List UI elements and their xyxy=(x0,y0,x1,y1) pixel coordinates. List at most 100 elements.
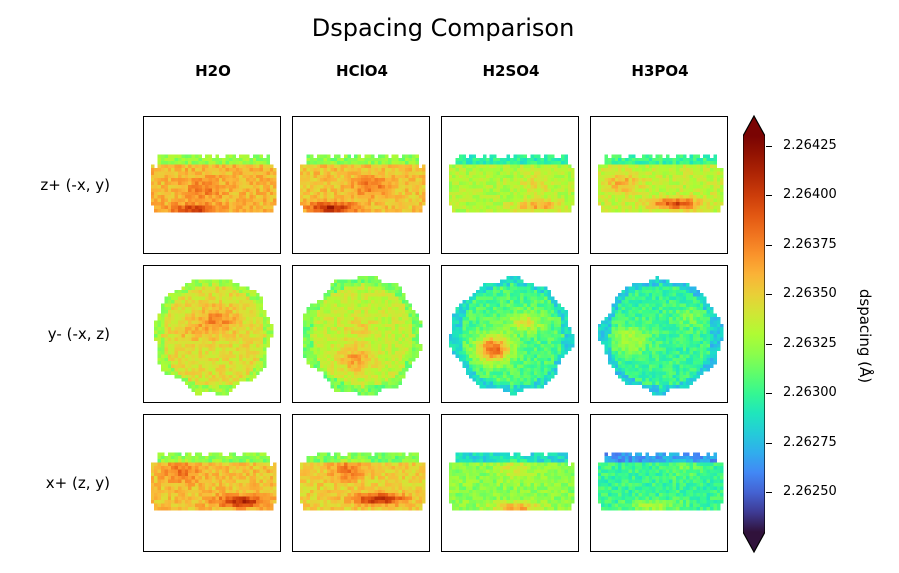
heatmap-cell xyxy=(205,168,209,172)
heatmap-cell xyxy=(303,195,307,199)
heatmap-cell xyxy=(167,344,172,348)
heatmap-cell xyxy=(533,286,538,290)
heatmap-cell xyxy=(242,378,247,382)
heatmap-cell xyxy=(371,195,375,199)
heatmap-cell xyxy=(537,313,541,318)
heatmap-cell xyxy=(374,334,379,338)
heatmap-cell xyxy=(686,174,690,179)
heatmap-cell xyxy=(249,188,253,192)
heatmap-cell xyxy=(191,178,196,182)
heatmap-cell xyxy=(703,202,707,206)
heatmap-cell xyxy=(310,310,314,314)
heatmap-cell xyxy=(212,337,216,341)
heatmap-cell xyxy=(269,327,274,331)
heatmap-cell xyxy=(713,208,717,213)
heatmap-cell xyxy=(601,195,605,199)
heatmap-cell xyxy=(225,337,230,341)
heatmap-cell xyxy=(205,323,209,328)
heatmap-cell xyxy=(564,313,568,318)
heatmap-cell xyxy=(472,320,477,324)
heatmap-cell xyxy=(191,293,196,297)
heatmap-cell xyxy=(229,185,233,189)
heatmap-cell xyxy=(191,357,196,362)
heatmap-cell xyxy=(344,374,348,379)
heatmap-cell xyxy=(520,344,524,348)
heatmap-cell xyxy=(320,178,324,182)
heatmap-cell xyxy=(635,205,639,209)
heatmap-cell xyxy=(239,364,243,369)
heatmap-cell xyxy=(195,195,199,199)
heatmap-cell xyxy=(550,351,555,355)
heatmap-cell xyxy=(320,181,324,186)
heatmap-cell xyxy=(506,174,511,179)
heatmap-cell xyxy=(340,198,345,203)
heatmap-cell xyxy=(601,174,605,179)
heatmap-cell xyxy=(628,174,632,179)
heatmap-cell xyxy=(232,171,236,175)
heatmap-cell xyxy=(330,188,334,192)
heatmap-cell xyxy=(364,313,368,318)
heatmap-cell xyxy=(506,320,511,324)
heatmap-cell xyxy=(232,310,236,314)
heatmap-cell xyxy=(239,168,243,172)
heatmap-cell xyxy=(489,198,494,203)
heatmap-cell xyxy=(367,198,372,203)
heatmap-cell xyxy=(486,164,490,169)
heatmap-cell xyxy=(415,188,419,192)
heatmap-cell xyxy=(696,191,700,196)
heatmap-cell xyxy=(395,306,399,311)
heatmap-cell xyxy=(249,334,253,338)
heatmap-cell xyxy=(361,195,365,199)
heatmap-cell xyxy=(184,300,189,304)
heatmap-cell xyxy=(384,168,389,172)
heatmap-cell xyxy=(496,296,500,301)
heatmap-cell xyxy=(259,361,264,365)
heatmap-cell xyxy=(618,188,622,192)
heatmap-cell xyxy=(361,388,365,392)
heatmap-cell xyxy=(405,351,409,355)
heatmap-cell xyxy=(412,181,416,186)
heatmap-cell xyxy=(472,306,477,311)
heatmap-cell xyxy=(614,198,619,203)
heatmap-cell xyxy=(537,344,541,348)
heatmap-cell xyxy=(462,185,466,189)
heatmap-cell xyxy=(191,374,196,379)
heatmap-cell xyxy=(489,347,494,352)
heatmap-cell xyxy=(191,368,196,372)
heatmap-cell xyxy=(523,330,528,335)
heatmap-cell xyxy=(462,330,466,335)
heatmap-cell xyxy=(408,157,413,162)
heatmap-cell xyxy=(266,323,270,328)
heatmap-cell xyxy=(303,178,307,182)
heatmap-cell xyxy=(374,371,379,375)
heatmap-cell xyxy=(472,310,477,314)
heatmap-cell xyxy=(516,289,521,294)
heatmap-cell xyxy=(506,310,511,314)
heatmap-cell xyxy=(306,330,311,335)
heatmap-cell xyxy=(516,164,521,169)
heatmap-cell xyxy=(655,185,660,189)
heatmap-cell xyxy=(611,191,615,196)
heatmap-cell xyxy=(354,185,358,189)
heatmap-cell xyxy=(371,289,375,294)
heatmap-cell xyxy=(550,205,555,209)
heatmap-cell xyxy=(201,354,206,358)
heatmap-cell xyxy=(618,195,622,199)
heatmap-cell xyxy=(347,279,351,284)
heatmap-cell xyxy=(354,300,358,304)
heatmap-cell xyxy=(388,171,392,175)
heatmap-cell xyxy=(161,351,165,355)
heatmap-cell xyxy=(713,168,717,172)
heatmap-cell xyxy=(476,164,480,169)
heatmap-cell xyxy=(395,351,399,355)
heatmap-cell xyxy=(354,303,358,307)
heatmap-cell xyxy=(540,327,545,331)
heatmap-cell xyxy=(686,164,690,169)
heatmap-cell xyxy=(645,185,649,189)
heatmap-cell xyxy=(252,208,257,213)
heatmap-cell xyxy=(510,164,514,169)
heatmap-cell xyxy=(198,310,202,314)
heatmap-cell xyxy=(249,181,253,186)
heatmap-cell xyxy=(699,198,704,203)
heatmap-cell xyxy=(330,168,334,172)
